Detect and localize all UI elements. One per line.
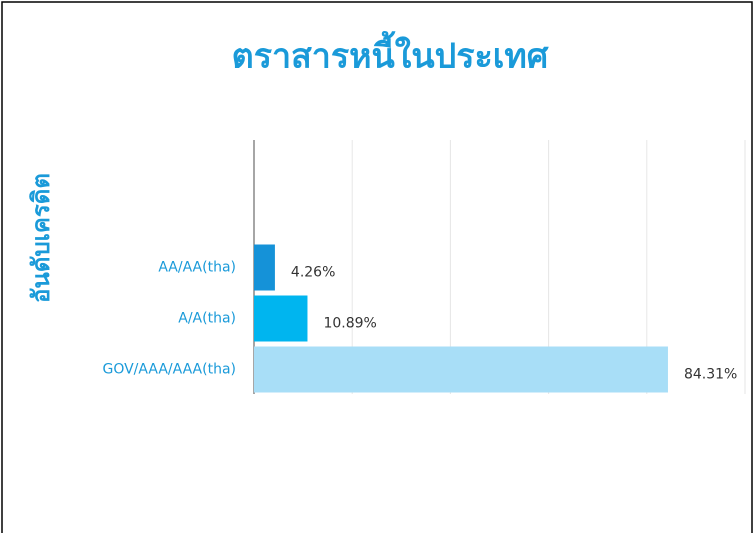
value-label: 10.89% [323, 316, 376, 332]
bar [254, 346, 668, 393]
value-label: 4.26% [291, 265, 335, 281]
category-label: A/A(tha) [178, 311, 236, 327]
category-label: AA/AA(tha) [158, 260, 236, 276]
bar [254, 295, 308, 342]
value-label: 84.31% [684, 367, 737, 383]
bar [254, 244, 275, 291]
category-label: GOV/AAA/AAA(tha) [102, 362, 236, 378]
chart-title: ตราสารหนี้ในประเทศ [232, 31, 549, 77]
y-axis-label: อันดับเครดิต [27, 173, 55, 303]
